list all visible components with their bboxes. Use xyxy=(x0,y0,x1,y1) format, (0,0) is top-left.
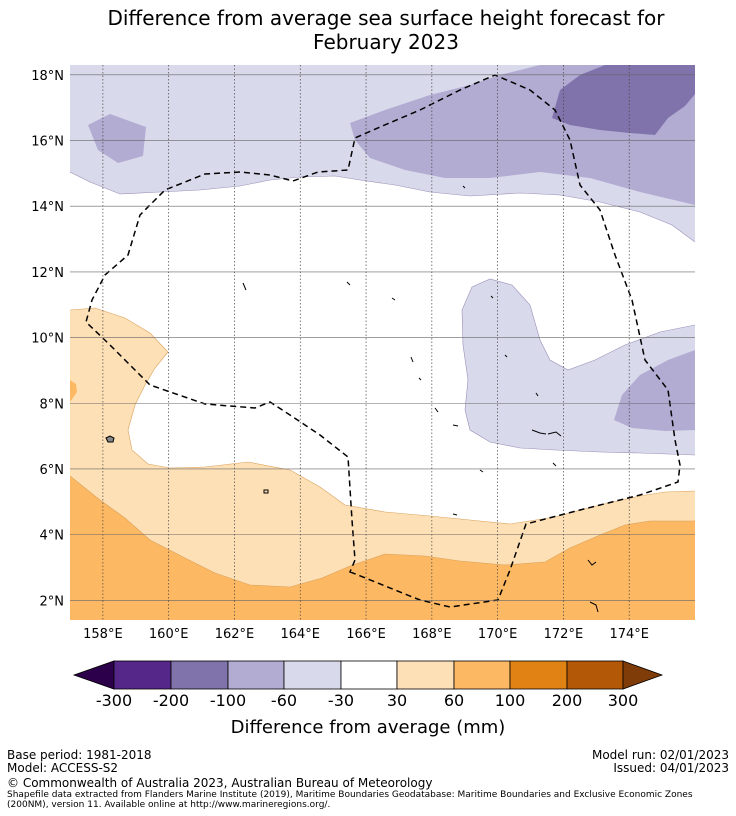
contour-lines xyxy=(70,171,695,456)
colorbar-extend-low xyxy=(72,660,115,690)
contour-lines-positive xyxy=(70,307,695,588)
shapefile-credit-line-2: (200NM), version 11. Available online at… xyxy=(7,800,331,810)
latitude-label: 2°N xyxy=(40,594,65,609)
colorbar-bin-neg300-neg200 xyxy=(113,660,172,690)
title-line-1: Difference from average sea surface heig… xyxy=(107,6,665,30)
shapefile-credit-line-1: Shapefile data extracted from Flanders M… xyxy=(7,790,693,800)
colorbar-label: -60 xyxy=(271,691,297,710)
latitude-label: 18°N xyxy=(31,69,64,84)
longitude-gridlines xyxy=(102,65,630,620)
model-run: Model run: 02/01/2023 xyxy=(591,748,729,762)
latitude-labels: 18°N 16°N 14°N 12°N 10°N 8°N 6°N 4°N 2°N xyxy=(31,69,64,609)
map-title: Difference from average sea surface heig… xyxy=(0,6,736,54)
longitude-label: 170°E xyxy=(478,627,518,642)
colorbar-label: -300 xyxy=(96,691,132,710)
fill-dark-purple-northeast xyxy=(552,65,695,135)
fill-medium-purple-northwest xyxy=(88,114,146,163)
colorbar-bin-60-100 xyxy=(453,660,511,690)
colorbar-label: 200 xyxy=(552,691,583,710)
colorbar-label: -200 xyxy=(153,691,189,710)
longitude-label: 162°E xyxy=(215,627,255,642)
longitude-label: 164°E xyxy=(280,627,320,642)
latitude-label: 16°N xyxy=(31,135,64,150)
colorbar-bin-100-200 xyxy=(509,660,568,690)
fill-light-orange xyxy=(70,308,695,620)
colorbar-label: -100 xyxy=(210,691,246,710)
copyright: © Commonwealth of Australia 2023, Austra… xyxy=(7,776,433,790)
longitude-label: 166°E xyxy=(346,627,386,642)
eez-boundary xyxy=(85,74,681,608)
colorbar-label: 300 xyxy=(608,691,639,710)
colorbar-bin-neg100-neg60 xyxy=(227,660,285,690)
colorbar-label: -30 xyxy=(328,691,354,710)
model-name: Model: ACCESS-S2 xyxy=(7,761,119,775)
colorbar-title: Difference from average (mm) xyxy=(231,717,506,738)
colorbar-label: 60 xyxy=(444,691,464,710)
issued-date: Issued: 04/01/2023 xyxy=(613,761,729,775)
longitude-label: 172°E xyxy=(544,627,584,642)
latitude-label: 10°N xyxy=(31,332,64,347)
fill-medium-purple-east xyxy=(614,350,695,431)
colorbar-extend-high xyxy=(622,660,664,690)
latitude-label: 14°N xyxy=(31,200,64,215)
base-period: Base period: 1981-2018 xyxy=(7,748,152,762)
contour-fills xyxy=(70,65,695,620)
longitude-label: 158°E xyxy=(83,627,123,642)
colorbar-bin-neg30-30 xyxy=(340,660,398,690)
latitude-label: 4°N xyxy=(40,529,65,544)
colorbar-bin-neg200-neg100 xyxy=(170,660,229,690)
colorbar-bin-30-60 xyxy=(396,660,455,690)
longitude-label: 168°E xyxy=(412,627,452,642)
longitude-label: 160°E xyxy=(149,627,189,642)
colorbar-bin-neg60-neg30 xyxy=(283,660,342,690)
fill-medium-orange-west xyxy=(70,380,77,402)
longitude-labels: 158°E 160°E 162°E 164°E 166°E 168°E 170°E 172°E… xyxy=(83,627,649,642)
colorbar-bin-200-300 xyxy=(566,660,624,690)
fill-medium-orange-south xyxy=(70,476,695,620)
latitude-label: 8°N xyxy=(40,397,65,412)
latitude-label: 12°N xyxy=(31,266,64,281)
title-line-2: February 2023 xyxy=(313,30,459,54)
island-outlines xyxy=(105,185,599,613)
longitude-label: 174°E xyxy=(609,627,649,642)
colorbar-label: 100 xyxy=(495,691,526,710)
colorbar: -300 -200 -100 -60 -30 30 60 100 200 300… xyxy=(72,660,664,738)
latitude-gridlines xyxy=(70,74,695,601)
colorbar-label: 30 xyxy=(387,691,407,710)
latitude-label: 6°N xyxy=(40,463,65,478)
